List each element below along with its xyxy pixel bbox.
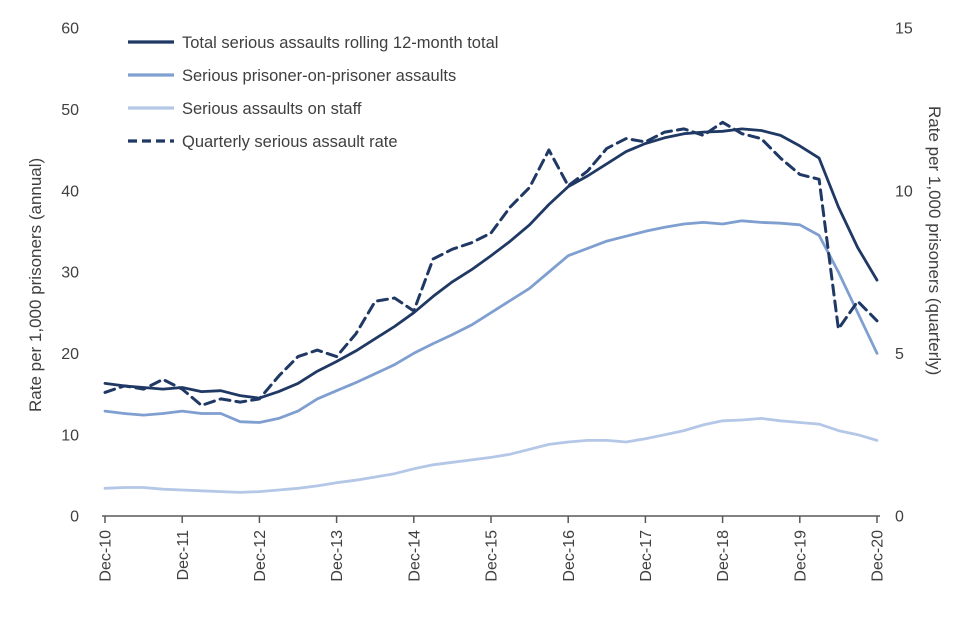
right-axis-label: Rate per 1,000 prisoners (quarterly) <box>925 106 944 376</box>
left-tick-label: 50 <box>61 102 79 119</box>
x-tick-label: Dec-16 <box>561 530 578 582</box>
x-tick-label: Dec-13 <box>329 530 346 582</box>
x-tick-label: Dec-12 <box>252 530 269 582</box>
series-line-1 <box>103 219 879 424</box>
x-tick-label: Dec-20 <box>870 530 887 582</box>
left-axis-label: Rate per 1,000 prisoners (annual) <box>26 157 45 412</box>
x-tick-label: Dec-11 <box>175 530 192 580</box>
left-tick-label: 40 <box>61 183 79 200</box>
x-tick-label: Dec-18 <box>715 530 732 582</box>
right-tick-label: 15 <box>895 21 913 38</box>
right-tick-label: 5 <box>895 346 904 363</box>
legend-label-2: Serious assaults on staff <box>182 100 362 118</box>
left-tick-label: 20 <box>61 346 79 363</box>
x-tick-label: Dec-15 <box>484 530 501 582</box>
right-tick-label: 10 <box>895 183 913 200</box>
left-tick-label: 10 <box>61 427 79 444</box>
series-line-2 <box>103 416 879 494</box>
legend-label-0: Total serious assaults rolling 12-month … <box>182 34 498 52</box>
left-tick-label: 0 <box>70 509 79 526</box>
right-tick-label: 0 <box>895 509 904 526</box>
x-tick-label: Dec-19 <box>792 530 809 582</box>
series-line-3 <box>103 120 879 407</box>
left-tick-label: 60 <box>61 21 79 38</box>
x-tick-label: Dec-17 <box>638 530 655 582</box>
x-tick-label: Dec-14 <box>406 530 423 582</box>
legend-label-3: Quarterly serious assault rate <box>182 133 398 151</box>
x-tick-label: Dec-10 <box>98 530 115 582</box>
left-tick-label: 30 <box>61 265 79 282</box>
series-line-0 <box>103 127 879 400</box>
legend-label-1: Serious prisoner-on-prisoner assaults <box>182 67 456 85</box>
